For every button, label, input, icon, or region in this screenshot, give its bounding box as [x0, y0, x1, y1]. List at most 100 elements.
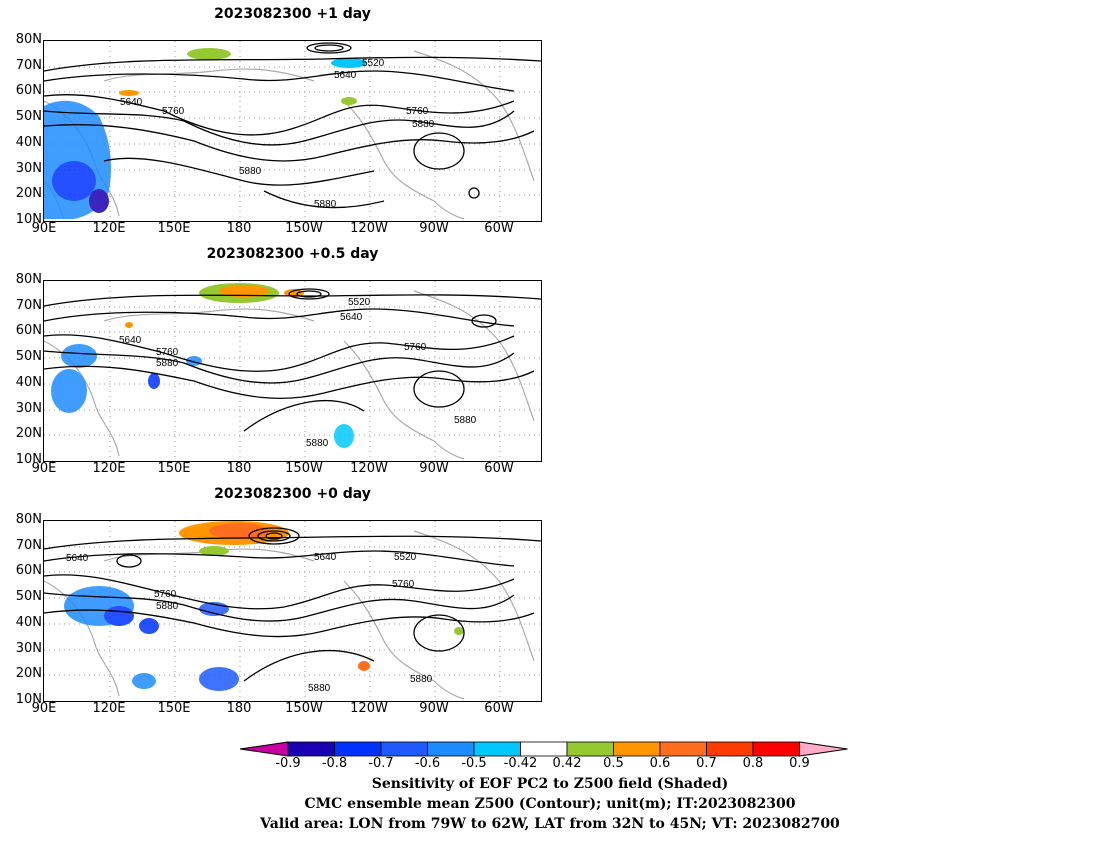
- contour-label: 5880: [156, 601, 179, 612]
- contour-label: 5880: [156, 358, 179, 369]
- map-plot: 5520 5640 5640 5760 5760 5880 5880 5880: [43, 280, 542, 462]
- lat-tick-label: 20N: [15, 666, 42, 682]
- contour-label: 5640: [66, 553, 89, 564]
- contour-label: 5760: [404, 342, 427, 353]
- lat-tick-label: 40N: [15, 614, 42, 630]
- lat-tick-label: 50N: [15, 589, 42, 605]
- colorbar-tick-label: -0.9: [275, 756, 301, 771]
- coastlines: [44, 50, 535, 220]
- colorbar-tick-label: -0.5: [461, 756, 487, 771]
- map-plot: 5640 5640 5520 5760 5760 5880 5880 5880: [43, 520, 542, 702]
- colorbar-swatch: [613, 741, 661, 757]
- shading-positive: [119, 48, 367, 105]
- colorbar-tick-label: 0.6: [649, 756, 671, 771]
- footer-line-1: Sensitivity of EOF PC2 to Z500 field (Sh…: [371, 776, 729, 792]
- colorbar-swatch: [752, 741, 800, 757]
- contour-label: 5880: [314, 199, 337, 210]
- lat-tick-label: 80N: [15, 512, 42, 527]
- lat-tick-label: 50N: [15, 349, 42, 365]
- contour-label: 5880: [239, 166, 262, 177]
- lon-tick-label: 60W: [484, 221, 514, 236]
- lat-tick-label: 10N: [15, 691, 42, 707]
- shading-positive: [125, 283, 304, 328]
- lat-tick-label: 30N: [15, 640, 42, 656]
- colorbar-swatch: [706, 741, 754, 757]
- colorbar-swatch: [566, 741, 614, 757]
- lon-tick-label: 90E: [31, 701, 57, 716]
- colorbar-swatch: [520, 741, 568, 757]
- contour-label: 5760: [162, 106, 185, 117]
- lat-tick-label: 60N: [15, 563, 42, 579]
- lat-tick-label: 10N: [15, 211, 42, 227]
- lat-tick-label: 70N: [15, 297, 42, 313]
- contour-label: 5760: [392, 579, 415, 590]
- contour-label: 5520: [362, 58, 385, 69]
- map-svg: 5520 5640 5640 5760 5760 5880 5880 5880: [44, 281, 541, 461]
- lat-tick-label: 20N: [15, 186, 42, 202]
- lon-tick-label: 120E: [92, 461, 126, 476]
- contour-label: 5880: [412, 119, 435, 130]
- panel-title: 2023082300 +0.5 day: [206, 246, 379, 262]
- lon-tick-label: 150W: [285, 461, 323, 476]
- lon-tick-label: 180: [226, 701, 252, 716]
- lon-tick-label: 150W: [285, 701, 323, 716]
- lon-tick-label: 60W: [484, 701, 514, 716]
- lat-tick-label: 80N: [15, 272, 42, 287]
- contour-label: 5640: [340, 312, 363, 323]
- footer-line-3: Valid area: LON from 79W to 62W, LAT fro…: [260, 816, 840, 832]
- contour-label: 5640: [314, 552, 337, 563]
- colorbar-tick-label: -0.8: [321, 756, 348, 771]
- lon-tick-label: 150E: [157, 461, 191, 476]
- colorbar-tick-label: -0.6: [414, 756, 441, 771]
- grid-lines: [44, 41, 541, 221]
- lat-tick-label: 30N: [15, 160, 42, 176]
- contour-label: 5880: [454, 415, 477, 426]
- lat-tick-label: 10N: [15, 451, 42, 467]
- contour-label: 5640: [119, 335, 142, 346]
- contour-label: 5760: [154, 589, 177, 600]
- lat-tick-label: 30N: [15, 400, 42, 416]
- lat-tick-label: 60N: [15, 83, 42, 99]
- lon-tick-label: 120W: [350, 221, 388, 236]
- panel-title: 2023082300 +0 day: [214, 486, 371, 502]
- map-plot: 5520 5640 5640 5760 5760 5880 5880 5880: [43, 40, 542, 222]
- map-svg: 5640 5640 5520 5760 5760 5880 5880 5880: [44, 521, 541, 701]
- lon-tick-label: 150E: [157, 221, 191, 236]
- lon-tick-label: 120E: [92, 221, 126, 236]
- colorbar-swatch: [380, 741, 428, 757]
- contour-label: 5640: [334, 70, 357, 81]
- colorbar-swatch: [473, 741, 521, 757]
- colorbar-tick-label: 0.9: [789, 756, 810, 771]
- contour-label: 5520: [348, 297, 371, 308]
- lon-tick-label: 150E: [157, 701, 191, 716]
- lon-tick-label: 180: [226, 461, 252, 476]
- lat-tick-label: 20N: [15, 426, 42, 442]
- colorbar-tick-label: 0.7: [696, 756, 717, 771]
- lon-tick-label: 60W: [484, 461, 514, 476]
- colorbar-tick-label: -0.7: [368, 756, 394, 771]
- colorbar-swatch: [427, 741, 475, 757]
- lon-tick-label: 150W: [285, 221, 323, 236]
- lon-tick-label: 90W: [419, 221, 449, 236]
- contour-label: 5520: [394, 552, 417, 563]
- colorbar-low-arrow: [239, 741, 289, 757]
- lat-tick-label: 80N: [15, 32, 42, 47]
- colorbar-swatch: [659, 741, 707, 757]
- colorbar-tick-label: 0.42: [552, 756, 582, 771]
- lat-tick-label: 60N: [15, 323, 42, 339]
- contour-label: 5760: [406, 106, 429, 117]
- lon-tick-label: 180: [226, 221, 252, 236]
- lat-tick-label: 50N: [15, 109, 42, 125]
- lat-tick-label: 70N: [15, 57, 42, 73]
- contour-label-group: 5520 5640 5640 5760 5760 5880 5880 5880: [120, 58, 435, 210]
- lon-tick-label: 120E: [92, 701, 126, 716]
- panel-title: 2023082300 +1 day: [214, 6, 371, 22]
- colorbar-tick-label: 0.5: [603, 756, 624, 771]
- contour-label: 5760: [156, 347, 179, 358]
- lat-tick-label: 70N: [15, 537, 42, 553]
- lon-tick-label: 120W: [350, 701, 388, 716]
- shading-negative: [44, 100, 111, 219]
- lat-tick-label: 40N: [15, 134, 42, 150]
- lon-tick-label: 120W: [350, 461, 388, 476]
- contour-label: 5880: [308, 683, 331, 694]
